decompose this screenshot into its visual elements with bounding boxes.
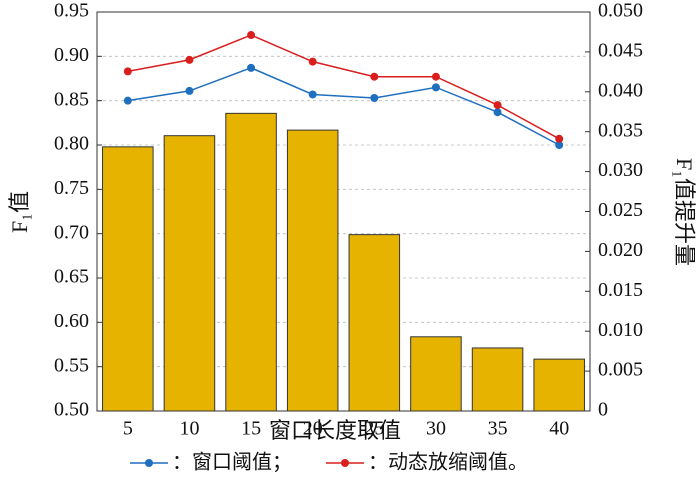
marker bbox=[493, 108, 502, 117]
bar bbox=[163, 135, 216, 412]
bar bbox=[225, 112, 277, 412]
y2-tick-label: 0.030 bbox=[598, 159, 643, 181]
x-tick-label: 5 bbox=[123, 418, 133, 440]
y-tick-label: 0.55 bbox=[54, 354, 89, 376]
legend-label: ：窗口阈值； bbox=[172, 451, 292, 474]
y-tick-label: 0.65 bbox=[54, 266, 89, 288]
bar bbox=[533, 358, 585, 412]
y2-tick-label: 0.020 bbox=[598, 239, 643, 261]
x-tick-label: 30 bbox=[426, 418, 446, 440]
marker bbox=[370, 72, 379, 81]
marker bbox=[370, 94, 379, 103]
marker bbox=[555, 141, 564, 149]
y2-tick-label: 0.025 bbox=[598, 199, 643, 221]
bar bbox=[410, 336, 462, 412]
marker bbox=[185, 55, 194, 64]
y-axis-label: F₁值 bbox=[7, 191, 32, 233]
marker bbox=[555, 134, 564, 143]
plot-frame bbox=[96, 11, 591, 412]
bar bbox=[286, 129, 339, 412]
x-tick-label: 15 bbox=[241, 418, 261, 440]
y2-tick-label: 0.015 bbox=[598, 279, 643, 301]
marker bbox=[247, 63, 256, 72]
x-tick-label: 10 bbox=[179, 418, 199, 440]
x-tick-label: 25 bbox=[364, 418, 384, 440]
y-tick-label: 0.90 bbox=[54, 44, 89, 66]
marker bbox=[493, 101, 502, 110]
y-tick-label: 0.95 bbox=[54, 0, 89, 22]
bar bbox=[348, 234, 401, 412]
y-tick-label: 0.70 bbox=[54, 221, 89, 243]
marker bbox=[308, 90, 317, 99]
bar bbox=[471, 347, 524, 412]
x-tick-label: 40 bbox=[549, 418, 569, 440]
y2-tick-label: 0.050 bbox=[598, 0, 643, 22]
marker bbox=[123, 67, 132, 76]
y-tick-label: 0.75 bbox=[54, 177, 89, 199]
marker bbox=[308, 57, 317, 66]
marker bbox=[247, 31, 256, 40]
y2-tick-label: 0.040 bbox=[598, 79, 643, 101]
x-tick-label: 35 bbox=[488, 418, 508, 440]
marker bbox=[185, 86, 194, 95]
marker bbox=[431, 72, 440, 81]
y2-tick-label: 0.005 bbox=[598, 359, 643, 381]
x-axis-label: 窗口长度取值 bbox=[269, 418, 401, 443]
y-tick-label: 0.85 bbox=[54, 88, 89, 110]
y-tick-label: 0.80 bbox=[54, 133, 89, 155]
y2-tick-label: 0 bbox=[598, 399, 608, 421]
x-tick-label: 20 bbox=[303, 418, 323, 440]
y2-tick-label: 0.035 bbox=[598, 119, 643, 141]
legend-marker bbox=[145, 459, 153, 467]
legend-label: ：动态放缩阈值。 bbox=[368, 451, 528, 474]
y-tick-label: 0.50 bbox=[54, 399, 89, 421]
y-tick-label: 0.60 bbox=[54, 310, 89, 332]
marker bbox=[431, 83, 440, 92]
bar bbox=[102, 146, 154, 412]
y2-tick-label: 0.045 bbox=[598, 39, 643, 61]
y2-tick-label: 0.010 bbox=[598, 319, 643, 341]
legend-marker bbox=[341, 459, 349, 467]
line bbox=[127, 67, 560, 146]
marker bbox=[123, 96, 132, 105]
y2-axis-label: F₁值提升量 bbox=[672, 158, 697, 266]
line bbox=[127, 34, 560, 140]
